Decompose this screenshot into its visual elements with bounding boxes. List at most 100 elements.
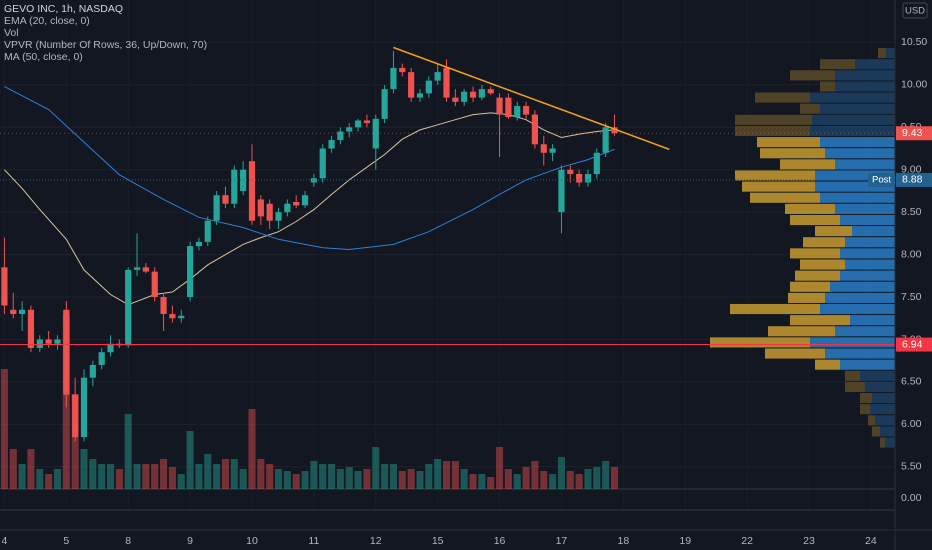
- candle-body: [275, 212, 282, 221]
- candle-body: [443, 67, 450, 98]
- candle-body: [80, 377, 88, 438]
- candle-body: [478, 89, 485, 98]
- candle-body: [514, 106, 521, 118]
- vpvr-up: [820, 137, 895, 148]
- volume-bar: [142, 464, 150, 489]
- candle-body: [10, 309, 17, 315]
- vpvr-up: [820, 103, 895, 114]
- x-tick-label: 22: [741, 535, 753, 547]
- candle-body: [522, 106, 530, 115]
- y-tick-label: 6.50: [901, 376, 922, 388]
- volume-bar: [248, 409, 256, 489]
- candle-body: [390, 67, 397, 90]
- vpvr-down: [878, 48, 886, 59]
- candle-body: [27, 309, 35, 348]
- candle-body: [231, 169, 238, 204]
- y-tick-label: 6.00: [901, 418, 922, 430]
- y-tick-label: 5.50: [901, 461, 922, 473]
- x-tick-label: 18: [617, 535, 629, 547]
- volume-bar: [566, 471, 574, 489]
- volume-bar: [434, 459, 442, 489]
- x-tick-label: 4: [1, 535, 7, 547]
- volume-bar: [363, 469, 371, 489]
- candle-body: [213, 195, 220, 221]
- vpvr-down: [790, 70, 835, 81]
- vpvr-up: [830, 281, 895, 292]
- volume-bar: [381, 464, 389, 489]
- volume-bar: [18, 464, 26, 489]
- candle-body: [602, 127, 609, 153]
- vpvr-down: [790, 315, 850, 326]
- vpvr-up: [810, 92, 895, 103]
- vpvr-up: [835, 159, 895, 170]
- candle-body: [186, 246, 194, 298]
- volume-bar: [283, 471, 291, 489]
- candle-body: [178, 315, 185, 319]
- candle-body: [266, 203, 273, 221]
- volume-bar: [80, 449, 88, 489]
- volume-bar: [9, 449, 17, 489]
- volume-bar: [496, 447, 504, 489]
- price-tag-label: 6.94: [902, 338, 923, 350]
- chart-title: GEVO INC, 1h, NASDAQ: [4, 3, 123, 15]
- y-tick-label: 8.50: [901, 206, 922, 218]
- volume-bar: [71, 394, 79, 489]
- candle-body: [567, 169, 574, 174]
- volume-bar: [274, 469, 283, 489]
- volume-bar: [186, 431, 194, 489]
- volume-bar: [124, 414, 132, 489]
- candle-body: [36, 339, 43, 348]
- x-tick-label: 5: [63, 535, 69, 547]
- volume-bar: [292, 474, 300, 489]
- volume-bar: [557, 457, 565, 489]
- vpvr-up: [865, 381, 895, 392]
- vpvr-down: [795, 270, 840, 281]
- candle-body: [169, 314, 176, 319]
- y-tick-label: 7.50: [901, 291, 922, 303]
- moving-average-line: [4, 86, 615, 251]
- currency: USD: [905, 6, 925, 17]
- vpvr-up: [845, 259, 895, 270]
- candle-body: [558, 169, 565, 213]
- volume-bar: [407, 469, 415, 489]
- volume-bar: [133, 464, 141, 489]
- candle-body: [584, 173, 592, 183]
- candle-body: [540, 144, 547, 153]
- vpvr-down: [815, 359, 840, 370]
- volume-bar: [487, 477, 495, 489]
- vpvr-down: [735, 170, 815, 181]
- vpvr-up: [845, 237, 895, 248]
- volume-bar: [36, 469, 44, 489]
- volume-bar: [160, 459, 168, 489]
- vpvr-up: [872, 392, 895, 404]
- vpvr-down: [790, 281, 830, 292]
- volume-bar: [345, 467, 353, 489]
- vpvr-down: [760, 148, 825, 159]
- candle-body: [425, 80, 432, 94]
- vpvr-up: [850, 315, 895, 326]
- vpvr-down: [735, 125, 810, 137]
- x-tick-label: 12: [370, 535, 382, 547]
- vpvr-up: [875, 415, 895, 426]
- vpvr-up: [810, 125, 895, 137]
- vpvr-down: [765, 348, 825, 359]
- vpvr-up: [825, 292, 895, 303]
- currency-box: [902, 2, 928, 19]
- vpvr-down: [790, 214, 840, 226]
- candle-body: [363, 120, 371, 124]
- candle-body: [549, 148, 556, 153]
- x-tick-label: 9: [187, 535, 193, 547]
- vpvr-down: [735, 114, 812, 125]
- candle-body: [531, 114, 539, 145]
- candle-body: [142, 267, 149, 272]
- volume-bar: [53, 469, 62, 489]
- trendline: [393, 46, 670, 151]
- volume-bar: [310, 461, 318, 489]
- candle-body: [408, 72, 415, 98]
- price-tag: [896, 337, 932, 352]
- vpvr-up: [812, 114, 895, 125]
- x-tick-label: 23: [803, 535, 815, 547]
- vpvr-down: [820, 81, 835, 92]
- volume-bar: [389, 464, 397, 489]
